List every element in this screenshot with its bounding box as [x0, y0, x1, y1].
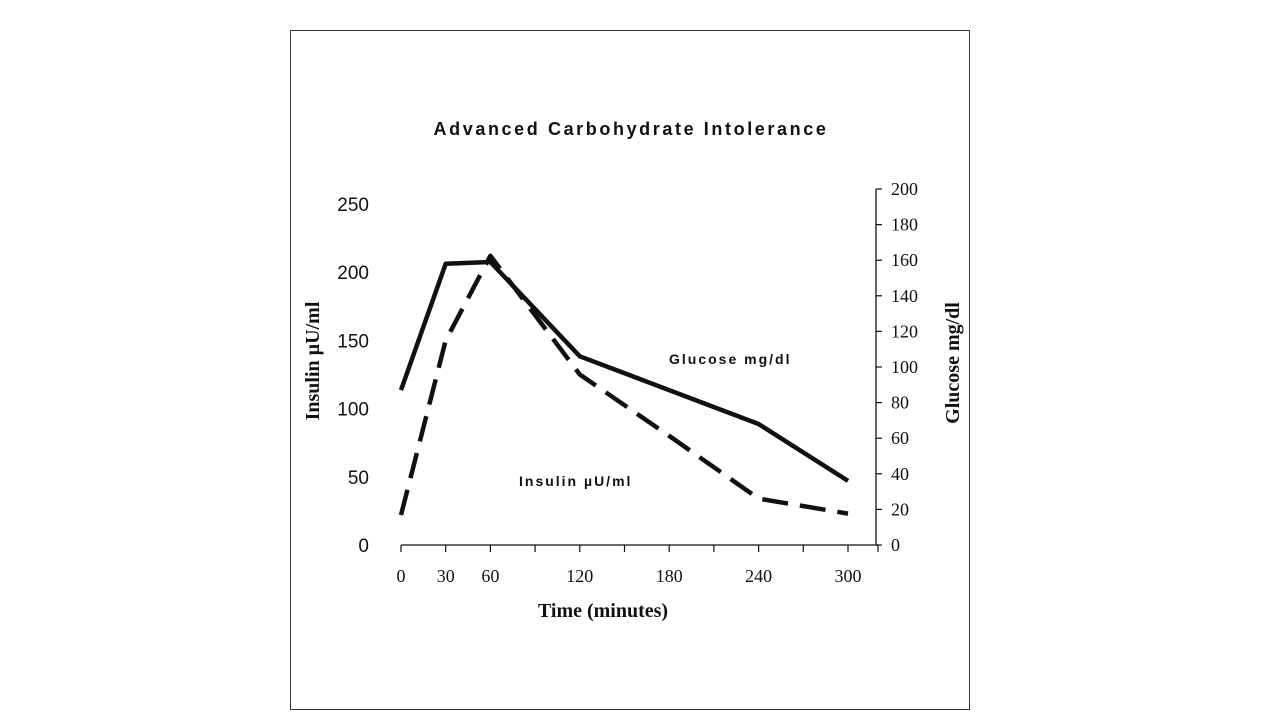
y-tick-label-left: 100	[337, 400, 369, 421]
glucose-series-line	[398, 259, 850, 483]
y-tick-label-right: 40	[891, 464, 909, 484]
y-tick-label-right: 180	[891, 215, 918, 235]
y-axis-label-left: Insulin µU/ml	[302, 301, 324, 420]
series-lines	[398, 253, 850, 516]
y-tick-label-left: 250	[337, 195, 369, 216]
x-tick-label: 30	[437, 566, 455, 586]
y-tick-label-left: 200	[337, 263, 369, 284]
y-tick-label-right: 100	[891, 357, 918, 377]
y-tick-label-right: 140	[891, 286, 918, 306]
tick-labels: 0 30 60 120 180 240 300 0 50 100 150 200 250 0 20 40 60 8…	[337, 179, 918, 586]
x-tick-label: 300	[835, 566, 862, 586]
y-tick-label-right: 120	[891, 321, 918, 341]
y-tick-label-right: 80	[891, 393, 909, 413]
x-tick-label: 60	[481, 566, 499, 586]
glucose-series-label: Glucose mg/dl	[669, 351, 791, 367]
y-tick-label-right: 60	[891, 428, 909, 448]
x-tick-label: 240	[745, 566, 772, 586]
x-axis-label: Time (minutes)	[538, 600, 668, 622]
chart-frame: Advanced Carbohydrate Intolerance 0 30 60 1…	[290, 30, 970, 710]
insulin-series-label: Insulin µU/ml	[519, 473, 632, 489]
axes	[400, 188, 882, 552]
y-tick-label-left: 0	[358, 536, 369, 557]
y-tick-label-right: 0	[891, 535, 900, 555]
x-tick-label: 0	[397, 566, 406, 586]
y-tick-label-left: 150	[337, 331, 369, 352]
x-tick-label: 120	[566, 566, 593, 586]
y-axis-label-right: Glucose mg/dl	[942, 302, 964, 424]
x-tick-label: 180	[656, 566, 683, 586]
y-tick-label-left: 50	[348, 468, 369, 489]
chart-title: Advanced Carbohydrate Intolerance	[434, 119, 829, 139]
y-tick-label-right: 20	[891, 499, 909, 519]
insulin-series-line	[398, 253, 849, 516]
y-tick-label-right: 160	[891, 250, 918, 270]
chart-svg: Advanced Carbohydrate Intolerance 0 30 60 1…	[302, 119, 964, 622]
y-tick-label-right: 200	[891, 179, 918, 199]
